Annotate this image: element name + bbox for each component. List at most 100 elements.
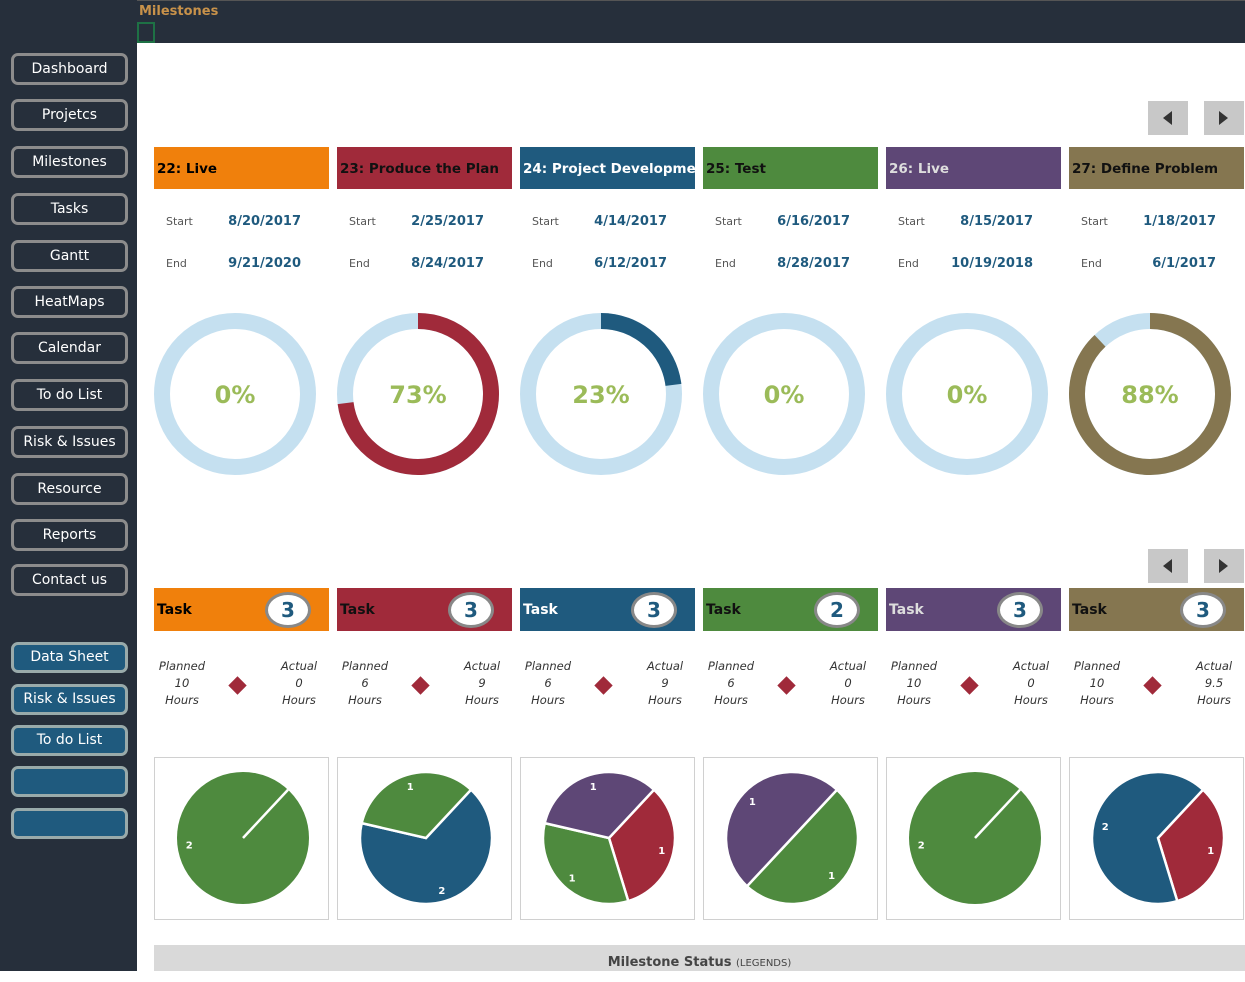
top-bar xyxy=(137,0,1245,43)
planned-label: Planned xyxy=(341,659,389,673)
start-date: 1/18/2017 xyxy=(1143,214,1216,229)
arrow-right-icon xyxy=(1219,559,1228,573)
task-header: Task 3 xyxy=(886,588,1061,631)
task-label: Task xyxy=(889,602,924,618)
task-count-badge: 3 xyxy=(1180,592,1226,628)
end-label: End xyxy=(166,257,187,270)
progress-donut: 73% xyxy=(337,313,499,475)
task-label: Task xyxy=(340,602,375,618)
page-title: Milestones xyxy=(139,4,219,19)
planned-hours: Planned 10 Hours xyxy=(889,658,939,709)
diamond-icon xyxy=(411,676,430,695)
nav-data-sheet-data-button[interactable]: Data Sheet xyxy=(11,642,128,673)
planned-label: Planned xyxy=(707,659,755,673)
actual-label: Actual xyxy=(280,659,318,673)
pie-data-label: 1 xyxy=(828,871,835,882)
planned-value: 10 xyxy=(1089,676,1105,690)
pie-slice xyxy=(358,787,494,906)
hours-label: Hours xyxy=(348,693,382,707)
nav-projetcs-button[interactable]: Projetcs xyxy=(11,99,128,131)
planned-hours: Planned 6 Hours xyxy=(523,658,573,709)
nav-milestones-button[interactable]: Milestones xyxy=(11,146,128,178)
planned-label: Planned xyxy=(890,659,938,673)
end-label: End xyxy=(1081,257,1102,270)
hours-label: Hours xyxy=(648,693,682,707)
end-date: 10/19/2018 xyxy=(951,256,1033,271)
nav-calendar-button[interactable]: Calendar xyxy=(11,332,128,364)
legend-subtitle: (LEGENDS) xyxy=(735,958,792,969)
nav-risk-issues-button[interactable]: Risk & Issues xyxy=(11,426,128,458)
planned-hours: Planned 10 Hours xyxy=(157,658,207,709)
actual-label: Actual xyxy=(463,659,501,673)
planned-label: Planned xyxy=(524,659,572,673)
next-tasks-button[interactable] xyxy=(1204,549,1244,583)
end-label: End xyxy=(715,257,736,270)
actual-label: Actual xyxy=(1195,659,1233,673)
nav-gantt-button[interactable]: Gantt xyxy=(11,240,128,272)
actual-value: 9.5 xyxy=(1204,676,1224,690)
prev-milestones-button[interactable] xyxy=(1148,101,1188,135)
nav-resource-button[interactable]: Resource xyxy=(11,473,128,505)
nav-reports-button[interactable]: Reports xyxy=(11,519,128,551)
planned-hours: Planned 10 Hours xyxy=(1072,658,1122,709)
percent-label: 0% xyxy=(947,381,988,409)
diamond-icon xyxy=(960,676,979,695)
task-label: Task xyxy=(1072,602,1107,618)
start-label: Start xyxy=(715,215,742,228)
planned-value: 6 xyxy=(361,676,369,690)
nav-tasks-button[interactable]: Tasks xyxy=(11,193,128,225)
milestone-header: 25: Test xyxy=(703,147,878,189)
pie-slice-edge xyxy=(242,788,289,839)
task-count-badge: 2 xyxy=(814,592,860,628)
task-status-pie-chart: 1 1 1 xyxy=(520,757,695,920)
percent-label: 0% xyxy=(764,381,805,409)
hours-label: Hours xyxy=(1080,693,1114,707)
task-status-pie-chart: 2 xyxy=(154,757,329,920)
hours-label: Hours xyxy=(282,693,316,707)
pie-data-label: 2 xyxy=(1102,822,1109,833)
task-count-badge: 3 xyxy=(448,592,494,628)
task-label: Task xyxy=(706,602,741,618)
end-label: End xyxy=(349,257,370,270)
nav-blank-button[interactable] xyxy=(11,766,128,797)
next-milestones-button[interactable] xyxy=(1204,101,1244,135)
nav-dashboard-button[interactable]: Dashboard xyxy=(11,53,128,85)
selected-cell[interactable] xyxy=(137,22,155,43)
legend-title: Milestone Status xyxy=(607,955,732,970)
pie-slice xyxy=(1156,787,1226,903)
prev-tasks-button[interactable] xyxy=(1148,549,1188,583)
nav-risk-issues-data-button[interactable]: Risk & Issues xyxy=(11,684,128,715)
nav-blank-button[interactable] xyxy=(11,808,128,839)
milestone-header: 26: Live xyxy=(886,147,1061,189)
nav-contact-us-button[interactable]: Contact us xyxy=(11,564,128,596)
progress-donut: 23% xyxy=(520,313,682,475)
planned-value: 10 xyxy=(906,676,922,690)
diamond-icon xyxy=(1143,676,1162,695)
donut-track xyxy=(703,313,865,475)
hours-label: Hours xyxy=(531,693,565,707)
task-label: Task xyxy=(157,602,192,618)
arrow-left-icon xyxy=(1163,111,1172,125)
nav-to-do-list-data-button[interactable]: To do List xyxy=(11,725,128,756)
planned-hours: Planned 6 Hours xyxy=(706,658,756,709)
pie-data-label: 1 xyxy=(569,874,576,885)
nav-to-do-list-button[interactable]: To do List xyxy=(11,379,128,411)
end-date: 6/1/2017 xyxy=(1152,256,1216,271)
nav-heatmaps-button[interactable]: HeatMaps xyxy=(11,286,128,318)
diamond-icon xyxy=(594,676,613,695)
end-label: End xyxy=(898,257,919,270)
diamond-icon xyxy=(777,676,796,695)
actual-hours: Actual 0 Hours xyxy=(274,658,324,709)
pie-slice xyxy=(360,770,473,840)
hours-label: Hours xyxy=(831,693,865,707)
actual-hours: Actual 9 Hours xyxy=(457,658,507,709)
pie-slice xyxy=(607,787,677,903)
milestone-header: 27: Define Problem xyxy=(1069,147,1244,189)
planned-value: 6 xyxy=(727,676,735,690)
percent-label: 0% xyxy=(215,381,256,409)
end-label: End xyxy=(532,257,553,270)
start-date: 2/25/2017 xyxy=(411,214,484,229)
pie-data-label: 2 xyxy=(186,841,193,852)
